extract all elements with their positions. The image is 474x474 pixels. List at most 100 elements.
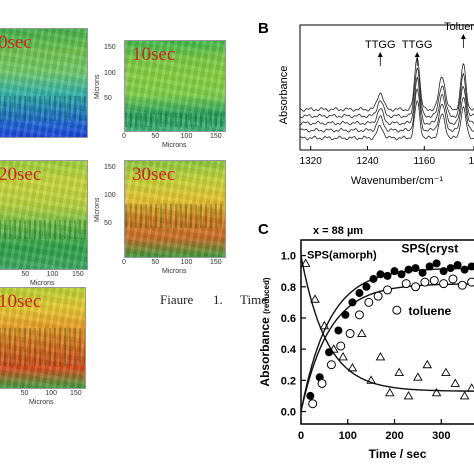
map-time-label: 0sec	[0, 32, 32, 53]
map-texture	[125, 41, 225, 131]
panel-c-point-amorph	[366, 375, 376, 384]
panel-c-point-cryst	[411, 264, 420, 273]
map-texture	[0, 161, 87, 269]
panel-b-ylabel: Absorbance	[278, 66, 290, 125]
map-xlabel: Microns	[30, 280, 55, 287]
panel-c-point-amorph	[413, 372, 423, 381]
panel-c-ytick-label: 0.0	[281, 407, 296, 419]
panel-c-ylabel: Absorbance (reduced)	[258, 277, 272, 386]
map-xtick-label: 0	[122, 133, 126, 140]
panel-c-point-amorph	[459, 391, 470, 400]
panel-c-point-amorph	[328, 344, 339, 353]
map-texture	[125, 161, 225, 257]
panel-c-point-amorph	[422, 359, 433, 369]
panel-c-point-cryst	[383, 271, 392, 280]
panel-c-point-toluene	[429, 276, 439, 286]
map-texture	[0, 29, 87, 137]
panel-b-arrowhead	[377, 52, 383, 57]
panel-b-xtick-label: 10	[468, 156, 474, 167]
panel-b-spectrum-line	[299, 100, 474, 141]
map-xtick-label: 50	[20, 390, 29, 397]
panel-c-point-toluene	[364, 297, 374, 307]
panel-c-point-toluene	[439, 279, 449, 289]
panel-c-point-cryst	[334, 326, 343, 335]
panel-c-point-toluene	[308, 399, 318, 409]
panel-b-peak-label: Toluene	[444, 21, 474, 33]
map-xlabel: Microns	[162, 268, 187, 275]
panel-c-xtick-label: 0	[298, 430, 304, 442]
map-4	[124, 160, 226, 258]
panel-c-point-amorph	[300, 258, 311, 267]
panel-b-peak-label: TTGG	[365, 39, 396, 51]
panel-c-point-amorph	[394, 367, 404, 376]
panel-b-xtick-label: 1320	[300, 156, 323, 167]
panel-c-point-toluene	[420, 277, 430, 287]
panel-c-point-cryst	[404, 265, 413, 274]
panel-b-frame	[299, 24, 474, 151]
panel-c-point-toluene	[317, 378, 327, 388]
panel-c-point-toluene	[457, 280, 467, 290]
panel-c-ytick-label: 0.2	[281, 375, 296, 387]
map-ytick-label: 100	[104, 69, 116, 77]
panel-c-point-toluene	[383, 285, 392, 295]
map-xtick-label: 50	[21, 271, 30, 278]
map-1	[0, 28, 88, 138]
panel-c-frame	[300, 239, 474, 425]
map-ytick-label: 150	[104, 164, 116, 171]
panel-b-arrowhead	[414, 52, 420, 57]
panel-c-point-amorph	[441, 367, 451, 376]
panel-c-point-amorph	[338, 352, 348, 361]
panel-b-spectrum-line	[299, 88, 474, 133]
panel-c-point-cryst	[425, 262, 434, 271]
panel-b-arrowhead	[460, 34, 466, 39]
panel-b-spectra: 1320 1240 1160 10 Wavenumber/cm⁻¹ Absorbance T…	[278, 21, 474, 187]
panel-b-spectrum-line	[299, 56, 474, 112]
panel-c-point-amorph	[319, 320, 330, 330]
panel-b-xlabel: Wavenumber/cm⁻¹	[351, 175, 444, 187]
panel-c-point-amorph	[310, 294, 320, 303]
panel-c-point-cryst	[453, 260, 462, 269]
figure-caption-word1: Fiaure	[160, 292, 194, 307]
panel-c-kinetics: x = 88 µm 0.0 0.2 0.4 0.6 0.8 1.0 0 100 200 300 Tim…	[258, 225, 474, 461]
panel-b-spectrum-line	[299, 76, 474, 126]
panel-c-point-toluene	[411, 282, 421, 292]
map-xtick-label: 0	[122, 259, 126, 266]
panel-c-point-amorph	[375, 352, 386, 361]
panel-c-point-amorph	[450, 378, 461, 387]
panel-c-position-label: x = 88 µm	[313, 225, 363, 237]
map-2	[124, 40, 226, 132]
panel-c-point-amorph	[357, 328, 367, 338]
panel-c-point-amorph	[385, 387, 395, 397]
panel-b-spectrum-line	[299, 67, 474, 119]
map-xtick-label: 150	[210, 259, 222, 266]
panel-c-point-cryst	[376, 270, 385, 279]
map-xtick-label: 100	[180, 133, 193, 140]
panel-c-label-toluene: toluene	[409, 304, 452, 318]
panel-c-point-toluene	[373, 291, 383, 301]
map-ytick-label: 50	[104, 95, 112, 103]
map-band	[125, 113, 225, 127]
panel-c-point-amorph	[466, 383, 474, 392]
panel-c-point-cryst	[390, 267, 399, 276]
panel-c-label-amorph: SPS(amorph)	[307, 250, 377, 262]
map-xtick-label: 50	[151, 259, 160, 266]
map-band	[0, 328, 85, 366]
map-ylabel: Microns	[94, 74, 101, 99]
panel-c-ytick-label: 1.0	[281, 251, 296, 263]
map-xtick-label: 100	[45, 390, 58, 397]
map-time-label: 10sec	[132, 44, 176, 65]
map-xtick-label: 100	[180, 259, 193, 266]
panel-c-xtick-label: 300	[432, 430, 450, 442]
map-xlabel: Microns	[162, 142, 187, 149]
map-time-label: 30sec	[132, 164, 176, 185]
panel-c-ytick-label: 0.6	[281, 313, 296, 325]
panel-c-point-toluene	[392, 305, 402, 315]
map-band	[0, 95, 87, 121]
panel-b-xtick-label: 1160	[414, 156, 436, 167]
panel-c-point-cryst	[306, 391, 315, 400]
panel-c-xlabel: Time / sec	[369, 447, 427, 461]
map-xtick-label: 150	[70, 390, 82, 397]
map-xlabel: Microns	[29, 399, 54, 406]
panel-c-point-cryst	[460, 265, 469, 274]
panel-c-letter: C	[258, 221, 269, 238]
